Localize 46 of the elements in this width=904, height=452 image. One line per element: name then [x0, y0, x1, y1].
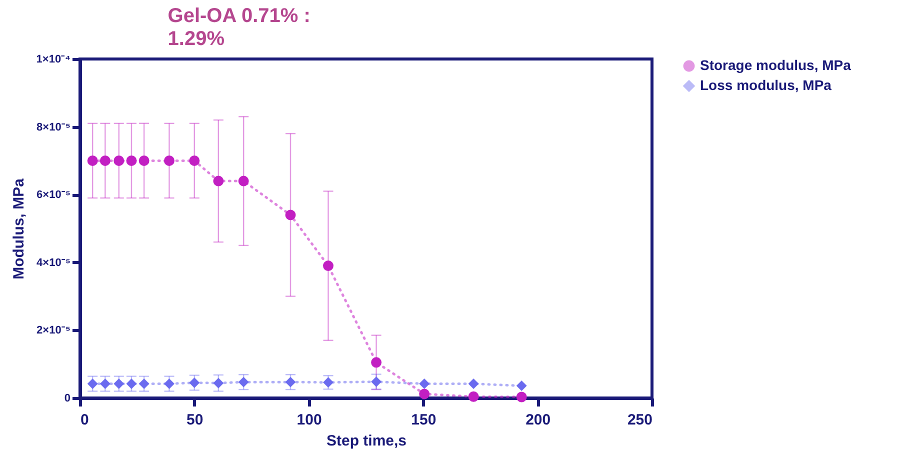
y-tick-label: 4×10⁻⁵ — [36, 256, 70, 269]
point — [189, 155, 200, 166]
point — [114, 155, 124, 166]
point — [285, 376, 296, 388]
point — [238, 376, 249, 388]
legend-label: Loss modulus, MPa — [700, 77, 832, 93]
x-tick-label: 250 — [627, 412, 652, 428]
point — [126, 378, 137, 390]
point — [213, 176, 224, 186]
x-tick-label: 150 — [411, 412, 436, 428]
x-tick-label: 100 — [296, 412, 322, 428]
point — [419, 388, 430, 400]
point — [87, 155, 98, 166]
point — [323, 260, 334, 272]
point — [371, 357, 382, 368]
point — [189, 378, 200, 388]
x-tick-label: 50 — [186, 412, 204, 428]
y-tick-label: 8×10⁻⁵ — [36, 121, 70, 134]
point — [213, 378, 224, 388]
point — [371, 376, 382, 387]
point — [419, 378, 430, 390]
point — [516, 380, 527, 392]
x-axis-title: Step time,s — [326, 432, 407, 450]
point — [126, 155, 137, 166]
y-axis-title: Modulus, MPa — [10, 178, 28, 280]
y-tick-label: 1×10⁻⁴ — [36, 54, 70, 66]
x-tick-label: 200 — [526, 412, 551, 428]
point — [468, 391, 479, 402]
y-tick-label: 6×10⁻⁵ — [36, 189, 70, 202]
point — [164, 378, 174, 390]
point — [238, 176, 249, 186]
point — [138, 155, 150, 166]
point — [100, 155, 110, 166]
legend-label: Storage modulus, MPa — [700, 57, 852, 73]
point — [164, 155, 174, 166]
point — [138, 378, 150, 390]
point — [468, 378, 479, 390]
point — [516, 392, 527, 402]
point — [87, 378, 98, 390]
point — [100, 378, 110, 390]
point — [285, 210, 296, 220]
point — [114, 378, 124, 390]
y-tick-label: 0 — [64, 392, 70, 404]
y-tick-label: 2×10⁻⁵ — [36, 324, 70, 337]
x-tick-label: 0 — [80, 412, 89, 428]
chart-title: Gel-OA 0.71% : 1.29% — [168, 5, 310, 50]
